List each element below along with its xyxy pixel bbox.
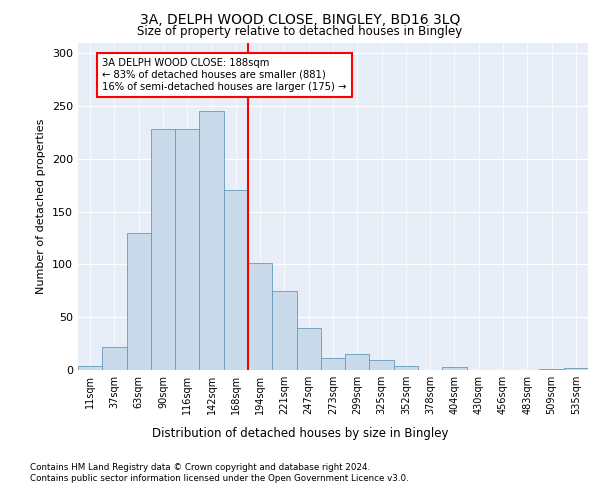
Bar	[564, 368, 588, 370]
Bar	[151, 129, 175, 370]
Text: 3A, DELPH WOOD CLOSE, BINGLEY, BD16 3LQ: 3A, DELPH WOOD CLOSE, BINGLEY, BD16 3LQ	[140, 12, 460, 26]
Bar	[78, 366, 102, 370]
Text: Contains HM Land Registry data © Crown copyright and database right 2024.: Contains HM Land Registry data © Crown c…	[30, 462, 370, 471]
Bar	[248, 264, 272, 370]
Bar	[199, 111, 224, 370]
Bar	[345, 354, 370, 370]
Text: Contains public sector information licensed under the Open Government Licence v3: Contains public sector information licen…	[30, 474, 409, 483]
Bar	[175, 129, 199, 370]
Bar	[296, 328, 321, 370]
Bar	[539, 369, 564, 370]
Text: Distribution of detached houses by size in Bingley: Distribution of detached houses by size …	[152, 428, 448, 440]
Text: 3A DELPH WOOD CLOSE: 188sqm
← 83% of detached houses are smaller (881)
16% of se: 3A DELPH WOOD CLOSE: 188sqm ← 83% of det…	[102, 58, 347, 92]
Bar	[442, 367, 467, 370]
Bar	[102, 347, 127, 370]
Bar	[370, 360, 394, 370]
Text: Size of property relative to detached houses in Bingley: Size of property relative to detached ho…	[137, 25, 463, 38]
Bar	[127, 232, 151, 370]
Y-axis label: Number of detached properties: Number of detached properties	[37, 118, 46, 294]
Bar	[394, 366, 418, 370]
Bar	[272, 291, 296, 370]
Bar	[224, 190, 248, 370]
Bar	[321, 358, 345, 370]
